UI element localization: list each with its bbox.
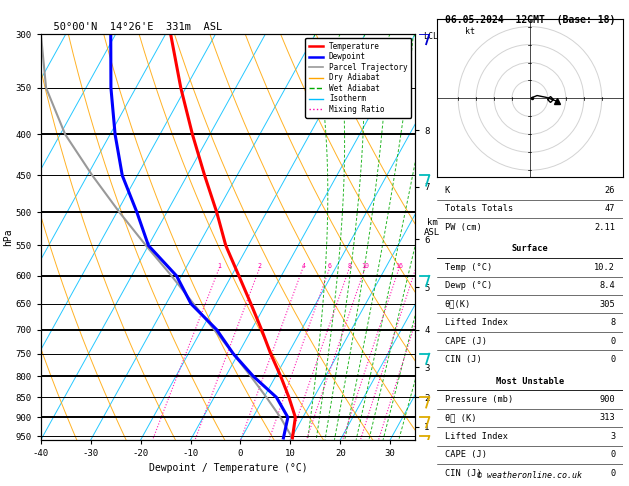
Text: Most Unstable: Most Unstable [496, 377, 564, 385]
Y-axis label: km
ASL: km ASL [424, 218, 440, 237]
Legend: Temperature, Dewpoint, Parcel Trajectory, Dry Adiabat, Wet Adiabat, Isotherm, Mi: Temperature, Dewpoint, Parcel Trajectory… [305, 38, 411, 118]
Text: 8: 8 [610, 318, 615, 327]
Text: CIN (J): CIN (J) [445, 355, 481, 364]
Text: θᴇ (K): θᴇ (K) [445, 414, 476, 422]
Text: PW (cm): PW (cm) [445, 223, 481, 232]
Text: 4: 4 [301, 263, 305, 269]
Text: CIN (J): CIN (J) [445, 469, 481, 478]
Text: 1: 1 [218, 263, 221, 269]
Text: 16: 16 [396, 263, 403, 269]
Text: Totals Totals: Totals Totals [445, 205, 513, 213]
Text: CAPE (J): CAPE (J) [445, 451, 487, 459]
Text: 8: 8 [348, 263, 352, 269]
Text: Lifted Index: Lifted Index [445, 318, 508, 327]
Text: 10.2: 10.2 [594, 263, 615, 272]
Text: Lifted Index: Lifted Index [445, 432, 508, 441]
Text: Pressure (mb): Pressure (mb) [445, 395, 513, 404]
Y-axis label: hPa: hPa [3, 228, 13, 246]
Text: kt: kt [465, 27, 476, 36]
Text: 0: 0 [610, 355, 615, 364]
Text: 2.11: 2.11 [594, 223, 615, 232]
Text: 8.4: 8.4 [599, 281, 615, 290]
Text: Surface: Surface [511, 244, 548, 253]
Text: 50°00'N  14°26'E  331m  ASL: 50°00'N 14°26'E 331m ASL [41, 22, 222, 32]
Text: CAPE (J): CAPE (J) [445, 337, 487, 346]
Text: 26: 26 [605, 186, 615, 195]
Text: 0: 0 [610, 337, 615, 346]
Text: 305: 305 [599, 300, 615, 309]
Text: 06.05.2024  12GMT  (Base: 18): 06.05.2024 12GMT (Base: 18) [445, 15, 615, 25]
X-axis label: Dewpoint / Temperature (°C): Dewpoint / Temperature (°C) [148, 464, 308, 473]
Text: 6: 6 [328, 263, 332, 269]
Text: 10: 10 [361, 263, 369, 269]
Text: 2: 2 [258, 263, 262, 269]
Text: 0: 0 [610, 469, 615, 478]
Text: K: K [445, 186, 450, 195]
Text: 900: 900 [599, 395, 615, 404]
Text: 3: 3 [610, 432, 615, 441]
Text: Dewp (°C): Dewp (°C) [445, 281, 492, 290]
Text: © weatheronline.co.uk: © weatheronline.co.uk [477, 471, 582, 480]
Text: 0: 0 [610, 451, 615, 459]
Text: LCL: LCL [423, 33, 438, 41]
Text: 313: 313 [599, 414, 615, 422]
Text: 47: 47 [605, 205, 615, 213]
Text: θᴇ(K): θᴇ(K) [445, 300, 471, 309]
Text: Temp (°C): Temp (°C) [445, 263, 492, 272]
